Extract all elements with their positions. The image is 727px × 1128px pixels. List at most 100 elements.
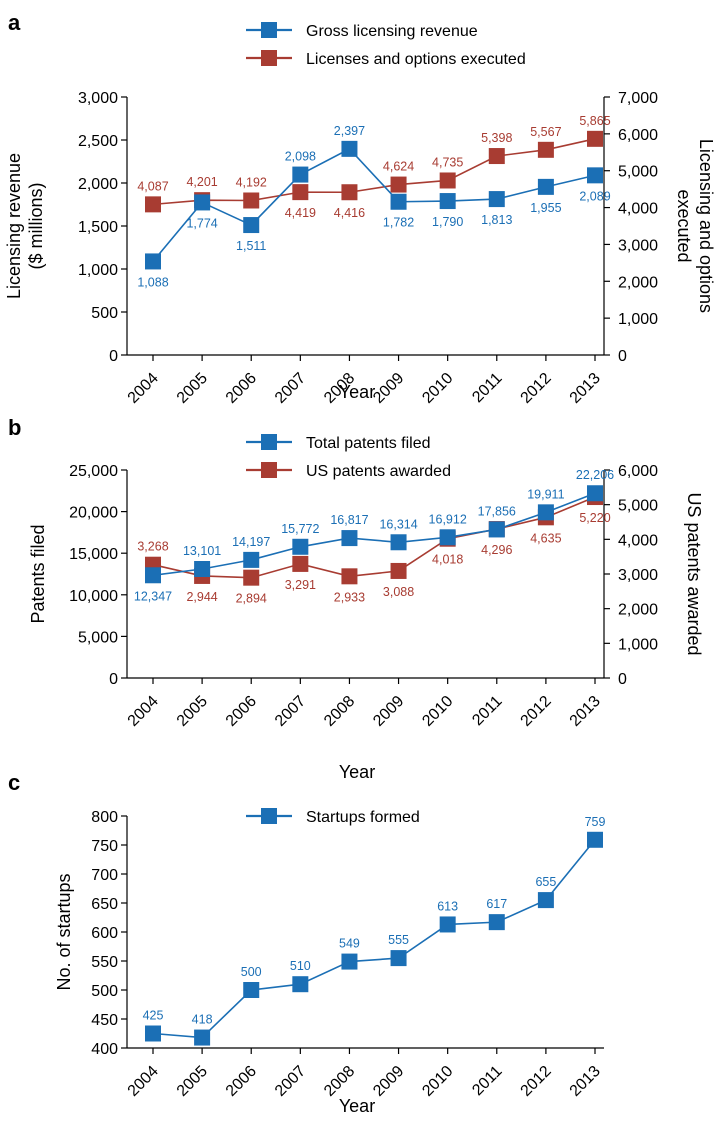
x-tick-label: 2004 (125, 370, 162, 407)
data-label: 2,397 (334, 124, 365, 138)
legend-label-0: Total patents filed (306, 435, 431, 452)
data-label: 500 (241, 965, 262, 979)
data-label: 5,567 (530, 125, 561, 139)
y-tick-label-left: 450 (91, 1012, 118, 1029)
x-tick-label: 2012 (518, 370, 555, 407)
data-point (243, 192, 260, 209)
y-tick-label-left: 1,000 (78, 262, 118, 279)
data-point (587, 167, 603, 184)
y-tick-label-left: 0 (109, 348, 118, 365)
x-axis-title: Year (339, 382, 375, 402)
data-point (194, 194, 211, 211)
data-point (587, 130, 603, 147)
x-tick-label: 2006 (223, 693, 260, 730)
data-label: 5,398 (481, 131, 512, 145)
y-axis-title-left-line1: Licensing revenue (4, 153, 24, 299)
x-tick-label: 2005 (174, 370, 211, 407)
data-point (390, 193, 407, 210)
data-point (292, 555, 309, 572)
x-tick-label: 2008 (321, 693, 358, 730)
x-tick-label: 2012 (518, 1063, 555, 1100)
data-label: 1,088 (137, 275, 168, 289)
data-label: 1,790 (432, 215, 463, 229)
x-tick-label: 2009 (370, 1063, 407, 1100)
y-tick-label-right: 1,000 (618, 636, 658, 653)
data-label: 4,087 (137, 179, 168, 193)
data-label: 418 (192, 1013, 213, 1027)
data-point (488, 914, 505, 931)
data-point (145, 1025, 161, 1042)
data-label: 4,624 (383, 160, 414, 174)
data-label: 3,291 (285, 578, 316, 592)
x-axis-title: Year (339, 1096, 375, 1116)
x-tick-label: 2009 (370, 370, 407, 407)
data-label: 3,268 (137, 540, 168, 554)
x-tick-label: 2007 (272, 370, 309, 407)
data-point (390, 534, 407, 551)
y-tick-label-right: 2,000 (618, 602, 658, 619)
x-tick-label: 2013 (567, 370, 604, 407)
data-label: 759 (585, 815, 606, 829)
data-label: 510 (290, 959, 311, 973)
series-line-1 (152, 496, 596, 579)
y-axis-title-left: No. of startups (54, 873, 74, 990)
x-tick-label: 2008 (321, 1063, 358, 1100)
y-tick-label-left: 500 (91, 305, 118, 322)
data-label: 4,635 (530, 531, 561, 545)
y-tick-label-left: 400 (91, 1041, 118, 1058)
x-tick-label: 2007 (272, 693, 309, 730)
legend-label-0: Startups formed (306, 809, 420, 826)
y-tick-label-left: 700 (91, 867, 118, 884)
y-tick-label-left: 0 (109, 671, 118, 688)
data-label: 549 (339, 937, 360, 951)
data-label: 16,817 (330, 513, 368, 527)
data-point (488, 521, 505, 538)
data-label: 17,856 (478, 504, 516, 518)
y-tick-label-right: 7,000 (618, 90, 658, 107)
data-label: 2,933 (334, 590, 365, 604)
y-tick-label-right: 4,000 (618, 201, 658, 218)
y-tick-label-right: 1,000 (618, 311, 658, 328)
y-tick-label-right: 0 (618, 348, 627, 365)
legend-marker-0 (261, 434, 277, 450)
legend-marker-1 (261, 462, 277, 478)
data-label: 15,772 (281, 522, 319, 536)
data-label: 4,201 (186, 175, 217, 189)
data-label: 2,894 (236, 592, 267, 606)
x-tick-label: 2012 (518, 693, 555, 730)
x-tick-label: 2011 (469, 693, 505, 729)
data-point (341, 568, 358, 585)
y-tick-label-left: 2,000 (78, 176, 118, 193)
x-axis-title: Year (339, 762, 375, 782)
x-tick-label: 2011 (469, 1063, 505, 1099)
y-tick-label-left: 3,000 (78, 90, 118, 107)
data-label: 655 (535, 875, 556, 889)
data-point (194, 1029, 211, 1046)
legend-marker-0 (261, 22, 277, 38)
data-label: 16,912 (429, 512, 467, 526)
panel-letter-c: c (8, 770, 20, 795)
y-axis-title-right-line1: Licensing and options (696, 139, 716, 313)
data-label: 1,511 (236, 239, 266, 253)
data-label: 2,098 (285, 150, 316, 164)
data-point (488, 148, 505, 165)
y-tick-label-left: 800 (91, 809, 118, 826)
y-axis-title-left-line2: ($ millions) (26, 182, 46, 269)
y-tick-label-right: 4,000 (618, 532, 658, 549)
data-label: 617 (486, 897, 507, 911)
data-label: 4,416 (334, 206, 365, 220)
series-line-0 (152, 147, 596, 262)
y-tick-label-left: 550 (91, 954, 118, 971)
y-tick-label-left: 2,500 (78, 133, 118, 150)
y-tick-label-left: 500 (91, 983, 118, 1000)
y-tick-label-left: 5,000 (78, 629, 118, 646)
y-tick-label-left: 25,000 (69, 463, 118, 480)
x-tick-label: 2005 (174, 1063, 211, 1100)
y-axis-title-right-line2: executed (674, 189, 694, 262)
data-label: 13,101 (183, 544, 221, 558)
data-label: 5,220 (579, 511, 610, 525)
x-tick-label: 2006 (223, 1063, 260, 1100)
data-point (292, 166, 309, 183)
y-tick-label-right: 2,000 (618, 274, 658, 291)
